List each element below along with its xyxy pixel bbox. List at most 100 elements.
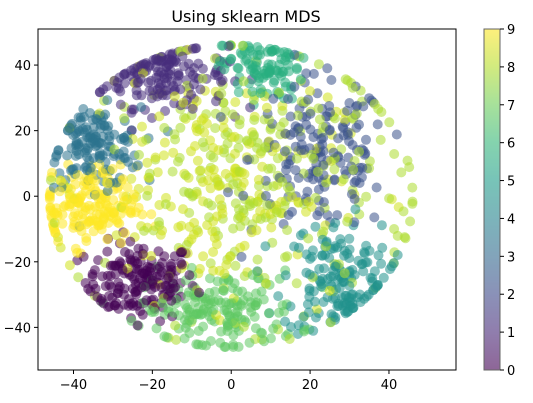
scatter-point-label-9 <box>73 222 84 233</box>
scatter-point-label-9 <box>84 174 95 185</box>
scatter-point-label-4 <box>358 266 369 277</box>
scatter-point-label-9 <box>102 178 113 189</box>
scatter-point-label-5 <box>226 53 237 64</box>
scatter-point-label-3 <box>100 109 111 120</box>
scatter-point-label-8 <box>158 150 169 161</box>
scatter-point-label-2 <box>349 177 360 188</box>
scatter-point-label-4 <box>359 248 370 259</box>
scatter-point-label-6 <box>230 307 241 318</box>
scatter-point-label-7 <box>169 129 180 140</box>
x-tick-label: −20 <box>139 378 166 393</box>
y-tick-label: −40 <box>4 321 31 336</box>
scatter-point-label-4 <box>285 301 296 312</box>
scatter-point-label-6 <box>218 285 229 296</box>
scatter-point-label-3 <box>136 102 147 113</box>
scatter-point-label-8 <box>261 278 272 289</box>
scatter-point-label-8 <box>55 242 66 253</box>
scatter-point-label-0 <box>184 270 195 281</box>
scatter-point-label-6 <box>216 326 227 337</box>
scatter-point-label-7 <box>384 117 395 128</box>
scatter-point-label-8 <box>193 227 204 238</box>
scatter-point-label-7 <box>312 166 323 177</box>
scatter-point-label-7 <box>282 225 293 236</box>
scatter-point-label-2 <box>285 111 296 122</box>
scatter-point-label-7 <box>339 268 350 279</box>
scatter-point-label-0 <box>168 283 179 294</box>
scatter-point-label-5 <box>291 64 302 75</box>
scatter-point-label-8 <box>150 152 161 163</box>
scatter-point-label-5 <box>252 50 263 61</box>
scatter-point-label-4 <box>328 222 339 233</box>
scatter-point-label-9 <box>98 212 109 223</box>
scatter-point-label-8 <box>213 180 224 191</box>
scatter-point-label-3 <box>87 115 98 125</box>
scatter-point-label-4 <box>317 250 328 261</box>
scatter-point-label-6 <box>259 336 270 347</box>
scatter-point-label-0 <box>117 265 128 275</box>
scatter-point-label-1 <box>158 55 169 66</box>
scatter-point-label-4 <box>311 312 321 323</box>
scatter-point-label-5 <box>274 47 285 58</box>
scatter-point-label-2 <box>372 119 383 130</box>
scatter-point-label-7 <box>241 135 252 146</box>
scatter-point-label-0 <box>102 246 113 257</box>
scatter-point-label-9 <box>78 214 89 225</box>
scatter-point-label-2 <box>325 107 335 118</box>
scatter-point-label-5 <box>298 52 309 63</box>
scatter-point-label-1 <box>126 65 137 76</box>
scatter-point-label-0 <box>109 300 120 311</box>
scatter-point-label-2 <box>316 133 327 144</box>
scatter-point-label-8 <box>198 251 209 262</box>
scatter-point-label-9 <box>91 190 102 201</box>
scatter-point-label-2 <box>314 206 325 217</box>
scatter-point-label-4 <box>355 297 366 308</box>
scatter-point-label-9 <box>81 232 92 243</box>
scatter-point-label-2 <box>215 112 226 122</box>
scatter-point-label-2 <box>338 130 349 141</box>
scatter-point-label-4 <box>273 291 284 302</box>
colorbar-gradient <box>483 28 501 371</box>
scatter-point-label-4 <box>318 297 329 307</box>
scatter-point-label-4 <box>332 242 343 253</box>
scatter-point-label-2 <box>283 94 293 104</box>
scatter-point-label-8 <box>169 91 180 102</box>
scatter-point-label-4 <box>371 282 381 293</box>
colorbar-tick-label: 3 <box>507 250 515 265</box>
scatter-point-label-6 <box>250 300 261 311</box>
scatter-point-label-2 <box>361 134 371 145</box>
scatter-point-label-6 <box>193 339 204 350</box>
scatter-point-label-4 <box>392 250 403 260</box>
scatter-point-label-8 <box>211 239 222 250</box>
scatter-point-label-2 <box>301 68 312 79</box>
scatter-point-label-3 <box>84 155 95 166</box>
scatter-point-label-9 <box>68 211 79 222</box>
scatter-point-label-7 <box>210 123 221 134</box>
scatter-point-label-7 <box>144 168 155 179</box>
scatter-point-label-8 <box>189 217 200 228</box>
scatter-point-label-8 <box>64 260 75 271</box>
scatter-point-label-3 <box>67 118 78 129</box>
scatter-point-label-8 <box>111 230 122 241</box>
scatter-point-label-7 <box>141 134 152 145</box>
scatter-point-label-7 <box>361 191 372 202</box>
scatter-point-label-7 <box>134 149 144 160</box>
scatter-point-label-2 <box>354 119 364 130</box>
scatter-point-label-7 <box>369 99 380 109</box>
scatter-point-label-1 <box>245 102 256 113</box>
scatter-point-label-7 <box>318 226 329 237</box>
colorbar-tick-label: 5 <box>507 175 515 190</box>
scatter-point-label-7 <box>384 193 395 204</box>
scatter-point-label-6 <box>256 327 266 338</box>
scatter-point-label-5 <box>219 64 230 75</box>
scatter-point-label-8 <box>229 131 240 142</box>
scatter-point-label-6 <box>198 321 209 332</box>
scatter-point-label-2 <box>268 93 279 104</box>
scatter-point-label-8 <box>238 177 249 188</box>
scatter-point-label-2 <box>371 182 382 193</box>
scatter-point-label-7 <box>249 115 260 125</box>
scatter-point-label-6 <box>190 297 200 308</box>
scatter-point-label-3 <box>73 112 84 123</box>
scatter-point-label-7 <box>284 186 295 196</box>
scatter-point-label-4 <box>305 253 316 264</box>
scatter-point-label-8 <box>126 173 137 184</box>
